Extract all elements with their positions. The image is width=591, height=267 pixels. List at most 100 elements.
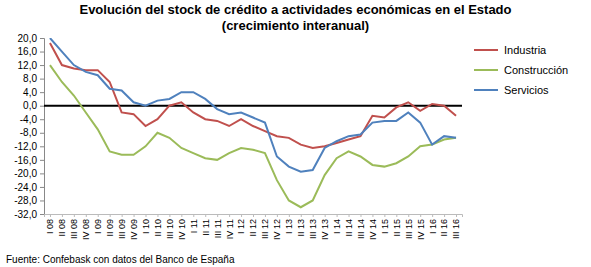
x-tick-label: III 16 xyxy=(451,219,461,239)
x-tick-label: IV 12 xyxy=(272,219,282,240)
legend-label: Servicios xyxy=(504,84,549,96)
x-tick: IV 09 xyxy=(129,214,139,240)
legend-swatch xyxy=(474,49,498,51)
x-tick-label: III 14 xyxy=(356,219,366,239)
x-tick: I 13 xyxy=(284,214,294,234)
legend: Industria Construcción Servicios xyxy=(474,44,568,96)
x-tick-mark xyxy=(169,214,170,217)
y-tick-mark xyxy=(40,146,44,147)
y-tick-label: 4,0 xyxy=(23,87,37,98)
y-tick-label: -12,0 xyxy=(14,141,37,152)
x-tick: II 10 xyxy=(153,214,163,237)
y-tick-label: -8,0 xyxy=(20,127,38,138)
x-tick-mark xyxy=(181,214,182,217)
x-tick-label: III 08 xyxy=(69,219,79,239)
y-tick-label: 16,0 xyxy=(18,46,38,57)
x-tick: II 12 xyxy=(248,214,258,237)
x-tick-label: IV 13 xyxy=(320,219,330,240)
x-tick-label: I 16 xyxy=(428,219,438,234)
y-tick: -8,0 xyxy=(20,127,44,138)
series-line xyxy=(50,65,456,207)
x-tick: II 11 xyxy=(201,214,211,236)
x-tick: IV 14 xyxy=(368,214,378,240)
y-tick-mark xyxy=(40,38,44,39)
x-tick-label: IV 14 xyxy=(368,219,378,240)
x-tick-mark xyxy=(396,214,397,217)
x-tick-label: II 09 xyxy=(105,219,115,237)
x-tick: III 14 xyxy=(356,214,366,239)
x-tick-label: II 08 xyxy=(57,219,67,237)
y-tick-mark xyxy=(40,79,44,80)
x-tick-label: II 16 xyxy=(439,219,449,237)
y-tick-mark xyxy=(40,173,44,174)
x-tick-mark xyxy=(217,214,218,217)
x-tick: II 16 xyxy=(439,214,449,237)
x-tick-mark xyxy=(86,214,87,217)
x-tick-mark xyxy=(384,214,385,217)
x-tick-label: I 13 xyxy=(284,219,294,234)
x-tick-label: I 14 xyxy=(332,219,342,234)
legend-label: Construcción xyxy=(504,64,568,76)
x-tick-label: III 10 xyxy=(165,219,175,239)
x-tick: IV 08 xyxy=(81,214,91,240)
x-tick: III 11 xyxy=(213,214,223,238)
x-tick-label: III 13 xyxy=(308,219,318,239)
x-tick: II 08 xyxy=(57,214,67,237)
y-tick-label: 20,0 xyxy=(18,33,38,44)
x-tick: III 08 xyxy=(69,214,79,239)
x-tick: I 09 xyxy=(93,214,103,234)
x-axis-line xyxy=(45,215,463,218)
y-tick: 12,0 xyxy=(18,60,44,71)
x-tick-label: IV 09 xyxy=(129,219,139,240)
x-tick-mark xyxy=(193,214,194,217)
x-tick-label: III 11 xyxy=(213,219,223,238)
x-tick-mark xyxy=(432,214,433,217)
x-tick-mark xyxy=(241,214,242,217)
x-tick-mark xyxy=(229,214,230,217)
x-tick: IV 15 xyxy=(416,214,426,240)
x-tick-mark xyxy=(265,214,266,217)
legend-label: Industria xyxy=(504,44,547,56)
y-tick-label: -28,0 xyxy=(14,195,37,206)
y-tick: 16,0 xyxy=(18,46,44,57)
y-tick: -12,0 xyxy=(14,141,44,152)
legend-swatch xyxy=(474,69,498,71)
x-tick: I 11 xyxy=(189,214,199,233)
y-tick: -28,0 xyxy=(14,195,44,206)
x-tick-mark xyxy=(337,214,338,217)
y-tick: -24,0 xyxy=(14,182,44,193)
x-tick: II 14 xyxy=(344,214,354,237)
x-tick-mark xyxy=(420,214,421,217)
x-tick-label: IV 08 xyxy=(81,219,91,240)
y-tick-mark xyxy=(40,65,44,66)
y-tick: 8,0 xyxy=(23,73,44,84)
x-tick: III 16 xyxy=(451,214,461,239)
chart: Evolución del stock de crédito a activid… xyxy=(0,0,591,267)
x-tick-mark xyxy=(456,214,457,217)
x-tick-mark xyxy=(313,214,314,217)
y-tick-label: 0,0 xyxy=(23,100,37,111)
x-tick: I 10 xyxy=(141,214,151,234)
y-tick: -32,0 xyxy=(14,209,44,220)
x-tick-label: II 11 xyxy=(201,219,211,236)
x-tick-mark xyxy=(289,214,290,217)
legend-item: Industria xyxy=(474,44,547,56)
x-tick-mark xyxy=(74,214,75,217)
x-tick-label: I 15 xyxy=(380,219,390,234)
x-tick-mark xyxy=(98,214,99,217)
x-tick: IV 10 xyxy=(177,214,187,240)
y-tick-label: -32,0 xyxy=(14,209,37,220)
x-tick-label: III 09 xyxy=(117,219,127,239)
x-tick-mark xyxy=(408,214,409,217)
y-tick: -16,0 xyxy=(14,155,44,166)
x-tick-label: I 09 xyxy=(93,219,103,234)
x-tick: III 13 xyxy=(308,214,318,239)
x-tick-mark xyxy=(205,214,206,217)
x-tick-mark xyxy=(122,214,123,217)
x-tick-label: I 12 xyxy=(236,219,246,234)
x-tick: IV 11 xyxy=(224,214,234,239)
y-tick-mark xyxy=(40,52,44,53)
source: Fuente: Confebask con datos del Banco de… xyxy=(6,254,235,265)
y-tick: -4,0 xyxy=(20,114,44,125)
x-tick-label: II 12 xyxy=(248,219,258,237)
